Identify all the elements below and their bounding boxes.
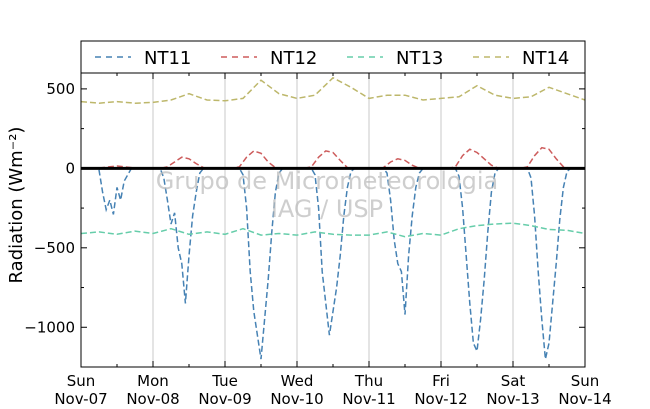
plot-area <box>80 73 586 367</box>
legend-label-NT13: NT13 <box>396 48 443 69</box>
x-tick-label-day: Sat <box>501 372 526 390</box>
legend: NT11 NT12 NT13 NT14 <box>80 40 586 74</box>
x-tick-label-date: Nov-14 <box>558 390 611 408</box>
x-tick-label-date: Nov-10 <box>270 390 323 408</box>
x-tick-label-date: Nov-11 <box>342 390 395 408</box>
y-tick-label: 0 <box>65 159 75 177</box>
x-tick-label-day: Mon <box>137 372 169 390</box>
watermark-text: Grupo de Micrometeorologia <box>156 167 498 195</box>
x-tick-label-day: Sun <box>571 372 600 390</box>
x-tick-label-date: Nov-07 <box>54 390 107 408</box>
x-tick-label-day: Wed <box>281 372 314 390</box>
y-tick-label: −1000 <box>24 318 75 336</box>
x-tick-label-day: Tue <box>211 372 238 390</box>
legend-label-NT12: NT12 <box>270 48 317 69</box>
x-tick-label-date: Nov-09 <box>198 390 251 408</box>
series-line-NT14 <box>80 76 586 104</box>
series-line-NT13 <box>80 222 586 238</box>
x-tick-label-date: Nov-13 <box>486 390 539 408</box>
y-axis-label: Radiation (Wm⁻²) <box>6 127 27 284</box>
watermark-text: IAG / USP <box>271 195 383 223</box>
x-tick-label-day: Thu <box>354 372 383 390</box>
legend-label-NT14: NT14 <box>522 48 569 69</box>
y-tick-label: −500 <box>34 239 75 257</box>
x-tick-label-day: Sun <box>67 372 96 390</box>
axes: −1000−5000500SunNov-07MonNov-08TueNov-09… <box>24 72 612 408</box>
series-line-NT12 <box>81 146 585 170</box>
y-tick-label: 500 <box>46 80 75 98</box>
x-tick-label-day: Fri <box>432 372 450 390</box>
x-tick-label-date: Nov-08 <box>126 390 179 408</box>
legend-label-NT11: NT11 <box>144 48 191 69</box>
x-tick-label-date: Nov-12 <box>414 390 467 408</box>
